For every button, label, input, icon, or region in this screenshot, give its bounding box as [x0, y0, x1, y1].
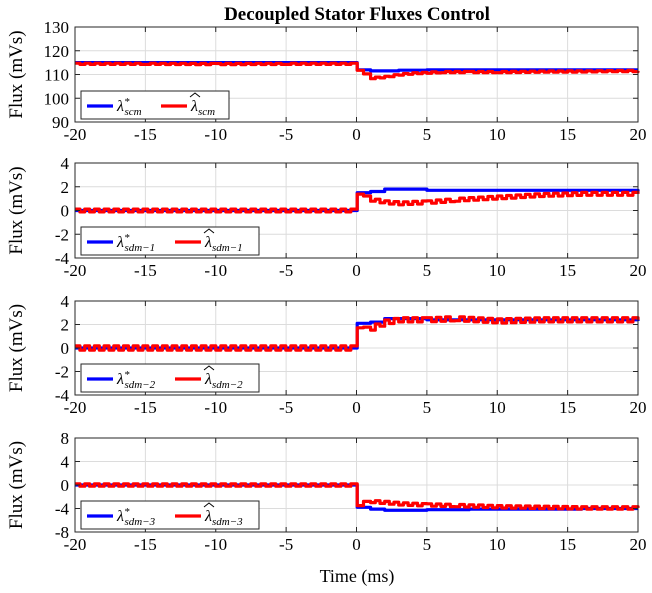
x-tick-label: 5 [423, 535, 432, 554]
hat-accent-icon [203, 228, 215, 234]
y-tick-label: -4 [55, 249, 70, 268]
x-tick-label: -20 [64, 398, 87, 417]
y-tick-label: 2 [61, 178, 70, 197]
x-axis-label: Time (ms) [320, 566, 395, 587]
x-tick-label: -15 [134, 535, 157, 554]
x-tick-label: 20 [630, 398, 647, 417]
legend-entry-estimate: λsdm−3 [204, 508, 243, 528]
x-tick-label: 15 [559, 535, 576, 554]
y-tick-label: 4 [61, 154, 70, 173]
legend: λ* sdm−3 λsdm−3 [80, 500, 260, 530]
y-tick-label: -4 [55, 386, 70, 405]
x-tick-label: 5 [423, 261, 432, 280]
legend: λ* scm λscm [80, 90, 230, 120]
hat-accent-icon [203, 502, 215, 508]
x-tick-label: 10 [489, 398, 506, 417]
y-tick-label: -2 [55, 363, 69, 382]
x-tick-label: 0 [352, 535, 361, 554]
legend-entry-estimate: λsdm−2 [204, 371, 243, 391]
legend-entry-reference: λ* sdm−2 [116, 369, 156, 391]
y-tick-label: 110 [44, 66, 69, 85]
legend-entry-estimate: λscm [190, 98, 215, 118]
x-tick-label: 15 [559, 261, 576, 280]
y-tick-label: -8 [55, 523, 69, 542]
x-tick-label: -10 [204, 261, 227, 280]
subplot-1: -20 -15 -10 -5 0 5 10 15 20 90 100 110 120 130 Flux (m… [6, 18, 647, 144]
x-tick-label: -5 [279, 535, 293, 554]
subplot-4: -20 -15 -10 -5 0 5 10 15 20 -8 -4 0 4 8 Flux (mVs) λ* sd… [6, 429, 647, 554]
x-tick-label: 20 [630, 261, 647, 280]
y-tick-label: 130 [44, 18, 70, 37]
y-axis-label: Flux (mVs) [6, 30, 27, 118]
x-tick-label: 5 [423, 398, 432, 417]
x-tick-label: 10 [489, 535, 506, 554]
legend-entry-reference: λ* sdm−1 [116, 232, 155, 254]
series-line-estimate [75, 315, 640, 352]
hat-accent-icon [203, 365, 215, 371]
series-line-estimate [75, 190, 640, 214]
x-tick-label: -20 [64, 261, 87, 280]
y-tick-label: 0 [61, 202, 70, 221]
x-tick-label: -10 [204, 125, 227, 144]
x-tick-label: -20 [64, 125, 87, 144]
x-tick-label: -10 [204, 398, 227, 417]
x-tick-label: 0 [352, 398, 361, 417]
y-axis-label: Flux (mVs) [6, 304, 27, 392]
y-tick-label: 8 [61, 429, 70, 448]
x-tick-label: 5 [423, 125, 432, 144]
series-line-estimate [75, 482, 640, 511]
y-tick-label: 100 [44, 89, 70, 108]
x-tick-label: 15 [559, 398, 576, 417]
legend-entry-estimate: λsdm−1 [204, 234, 243, 254]
x-tick-label: 10 [489, 125, 506, 144]
hat-accent-icon [189, 92, 201, 98]
y-tick-label: -4 [55, 500, 70, 519]
x-tick-label: 15 [559, 125, 576, 144]
x-tick-label: -5 [279, 125, 293, 144]
x-tick-label: -15 [134, 398, 157, 417]
y-tick-label: 2 [61, 316, 70, 335]
legend-entry-reference: λ* sdm−3 [116, 506, 156, 528]
y-tick-label: 120 [44, 42, 70, 61]
y-axis-label: Flux (mVs) [6, 166, 27, 254]
y-tick-label: 90 [52, 113, 69, 132]
legend: λ* sdm−1 λsdm−1 [80, 226, 260, 256]
x-tick-label: 0 [352, 261, 361, 280]
y-axis-label: Flux (mVs) [6, 441, 27, 529]
x-tick-label: 10 [489, 261, 506, 280]
x-tick-label: 0 [352, 125, 361, 144]
x-tick-label: -10 [204, 535, 227, 554]
figure-title: Decoupled Stator Fluxes Control [224, 4, 490, 25]
x-tick-label: -15 [134, 125, 157, 144]
x-tick-label: 20 [630, 535, 647, 554]
x-tick-label: -5 [279, 398, 293, 417]
legend-entry-reference: λ* scm [116, 96, 142, 118]
series-line-estimate [75, 61, 640, 81]
x-tick-label: -20 [64, 535, 87, 554]
y-tick-label: 0 [61, 339, 70, 358]
y-tick-label: 4 [61, 453, 70, 472]
x-tick-label: -15 [134, 261, 157, 280]
y-tick-label: 4 [61, 292, 70, 311]
x-tick-label: 20 [630, 125, 647, 144]
x-tick-label: -5 [279, 261, 293, 280]
y-tick-label: -2 [55, 225, 69, 244]
y-tick-label: 0 [61, 476, 70, 495]
legend: λ* sdm−2 λsdm−2 [80, 363, 260, 393]
